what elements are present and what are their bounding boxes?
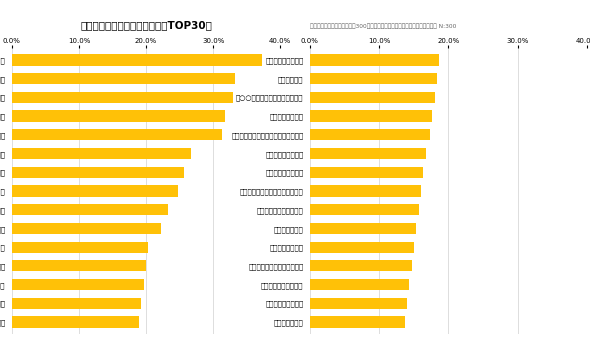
Bar bbox=[310, 279, 409, 290]
Bar bbox=[12, 279, 144, 290]
Bar bbox=[310, 186, 421, 196]
Bar bbox=[12, 241, 148, 253]
Bar bbox=[12, 110, 225, 122]
Bar bbox=[12, 54, 262, 65]
Bar bbox=[12, 148, 191, 159]
Bar bbox=[310, 129, 430, 140]
Bar bbox=[310, 73, 437, 84]
Bar bbox=[310, 54, 440, 65]
Bar bbox=[310, 110, 432, 122]
Bar bbox=[310, 223, 416, 234]
Bar bbox=[310, 241, 414, 253]
Text: ディップ株式会社，「社会人300人に聴いた、上司のためのほめる技術調査」 N:300: ディップ株式会社，「社会人300人に聴いた、上司のためのほめる技術調査」 N:3… bbox=[310, 24, 456, 29]
Bar bbox=[12, 167, 184, 178]
Bar bbox=[12, 204, 168, 215]
Bar bbox=[310, 92, 434, 103]
Bar bbox=[310, 298, 407, 309]
Bar bbox=[12, 316, 139, 328]
Bar bbox=[12, 260, 146, 271]
Bar bbox=[310, 167, 423, 178]
Bar bbox=[12, 186, 178, 196]
Bar bbox=[12, 129, 222, 140]
Title: 「上司に使ってほしいほめ言葉TOP30」: 「上司に使ってほしいほめ言葉TOP30」 bbox=[80, 20, 212, 30]
Bar bbox=[12, 92, 233, 103]
Bar bbox=[12, 298, 142, 309]
Bar bbox=[12, 73, 235, 84]
Bar bbox=[310, 316, 405, 328]
Bar bbox=[310, 204, 418, 215]
Bar bbox=[310, 260, 412, 271]
Bar bbox=[12, 223, 162, 234]
Bar bbox=[310, 148, 425, 159]
